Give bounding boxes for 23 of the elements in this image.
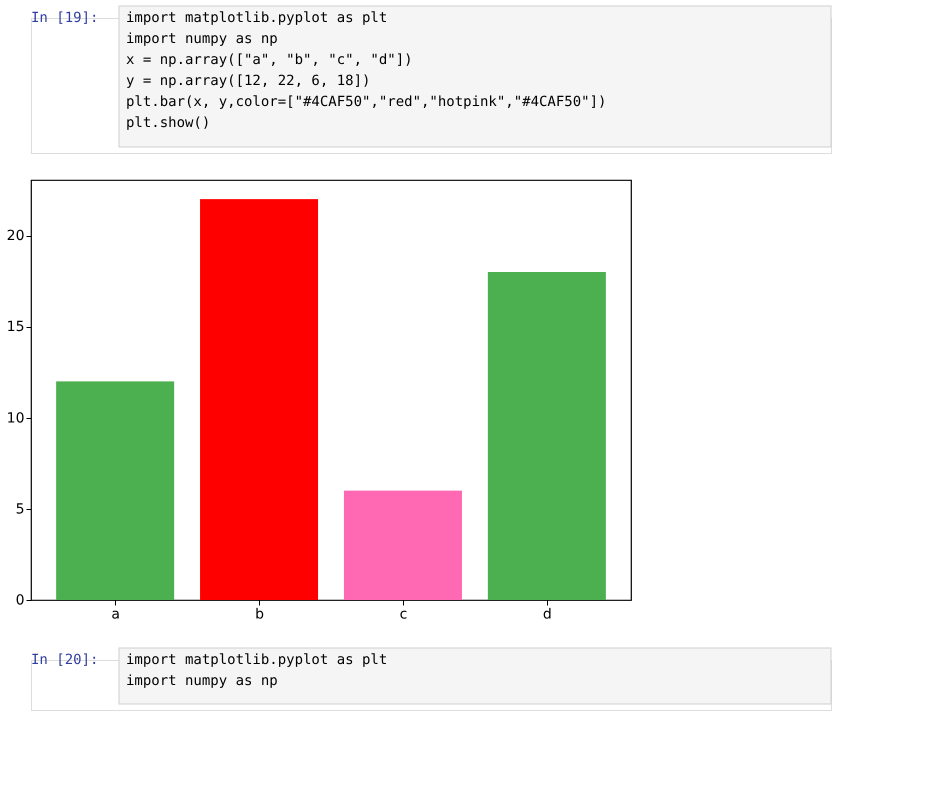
text: import matplotlib.pyplot as plt (126, 652, 388, 668)
x-tick-label: d (542, 606, 552, 622)
x-tick-label: c (400, 606, 408, 622)
text: plt.show() (126, 115, 210, 131)
y-tick-label: 20 (6, 228, 24, 244)
text: In [19]: (31, 10, 98, 26)
bar (56, 381, 174, 600)
bar (488, 272, 606, 600)
text: In [20]: (31, 652, 98, 668)
bar (344, 490, 462, 600)
text: y = np.array([12, 22, 6, 18]) (126, 73, 370, 89)
text: x = np.array(["a", "b", "c", "d"]) (126, 52, 413, 68)
text: plt.bar(x, y,color=["#4CAF50","red","hotpink","#4CAF50"]) (126, 94, 606, 110)
text: import numpy as np (126, 673, 278, 689)
text: import matplotlib.pyplot as plt (126, 10, 388, 26)
y-tick-label: 15 (6, 319, 24, 336)
bar (200, 199, 318, 600)
x-tick-label: a (111, 606, 120, 622)
x-tick-label: b (255, 606, 264, 622)
y-tick-label: 10 (6, 410, 24, 426)
y-tick-label: 0 (16, 592, 24, 608)
y-tick-label: 5 (16, 501, 24, 518)
text: import numpy as np (126, 31, 278, 47)
